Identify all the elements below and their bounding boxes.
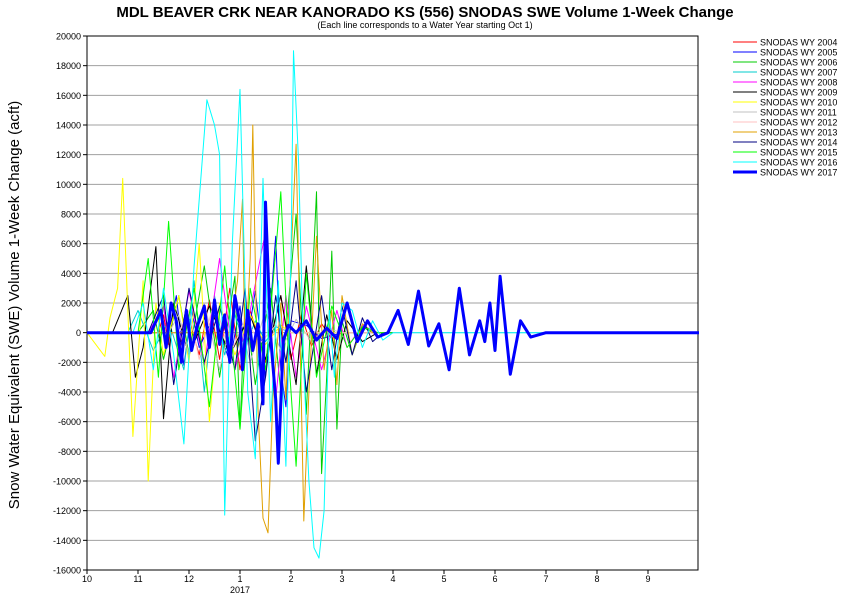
y-tick-label: -4000: [58, 388, 81, 398]
legend-entry: SNODAS WY 2017: [760, 168, 837, 178]
x-tick-label: 4: [390, 574, 395, 584]
y-tick-label: -10000: [53, 477, 81, 487]
legend-entry: SNODAS WY 2010: [760, 98, 837, 108]
y-tick-label: 2000: [61, 299, 81, 309]
x-tick-label: 9: [645, 574, 650, 584]
y-tick-label: 12000: [56, 150, 81, 160]
x-tick-label: 6: [492, 574, 497, 584]
legend-entry: SNODAS WY 2004: [760, 38, 837, 48]
x-tick-label: 5: [441, 574, 446, 584]
legend-entry: SNODAS WY 2009: [760, 88, 837, 98]
legend-entry: SNODAS WY 2011: [760, 108, 837, 118]
series-line-snodas-wy-2017: [87, 200, 699, 465]
y-tick-label: -8000: [58, 447, 81, 457]
legend-entry: SNODAS WY 2014: [760, 138, 837, 148]
legend-entry: SNODAS WY 2007: [760, 68, 837, 78]
y-tick-label: 20000: [56, 32, 81, 42]
legend-entry: SNODAS WY 2013: [760, 128, 837, 138]
x-year-label: 2017: [230, 585, 250, 595]
series-line-snodas-wy-2014: [87, 280, 393, 442]
y-tick-label: 6000: [61, 239, 81, 249]
y-tick-label: 4000: [61, 269, 81, 279]
y-tick-label: 16000: [56, 91, 81, 101]
y-tick-label: 14000: [56, 121, 81, 131]
x-tick-label: 8: [594, 574, 599, 584]
y-tick-label: -2000: [58, 358, 81, 368]
y-tick-label: -12000: [53, 506, 81, 516]
chart-subtitle: (Each line corresponds to a Water Year s…: [317, 20, 532, 30]
y-axis-ticks: 2000018000160001400012000100008000600040…: [53, 32, 87, 576]
y-tick-label: -14000: [53, 536, 81, 546]
y-tick-label: 10000: [56, 180, 81, 190]
y-axis-label: Snow Water Equivalent (SWE) Volume 1-Wee…: [6, 101, 23, 510]
x-tick-label: 12: [184, 574, 194, 584]
y-tick-label: 0: [76, 328, 81, 338]
series-lines: [86, 50, 699, 559]
y-tick-label: -6000: [58, 417, 81, 427]
legend-entry: SNODAS WY 2012: [760, 118, 837, 128]
legend-entry: SNODAS WY 2015: [760, 148, 837, 158]
series-line-snodas-wy-2016: [87, 50, 699, 559]
x-tick-label: 2: [288, 574, 293, 584]
y-tick-label: -16000: [53, 566, 81, 576]
legend-entry: SNODAS WY 2008: [760, 78, 837, 88]
plot-area: [86, 35, 699, 571]
x-tick-label: 3: [339, 574, 344, 584]
x-tick-label: 10: [82, 574, 92, 584]
x-tick-label: 7: [543, 574, 548, 584]
x-tick-label: 11: [133, 574, 142, 584]
legend-entry: SNODAS WY 2006: [760, 58, 837, 68]
y-tick-label: 18000: [56, 61, 81, 71]
legend-entry: SNODAS WY 2005: [760, 48, 837, 58]
y-tick-label: 8000: [61, 210, 81, 220]
chart-title: MDL BEAVER CRK NEAR KANORADO KS (556) SN…: [116, 4, 733, 21]
legend-entry: SNODAS WY 2016: [760, 158, 837, 168]
x-tick-label: 1: [237, 574, 242, 584]
